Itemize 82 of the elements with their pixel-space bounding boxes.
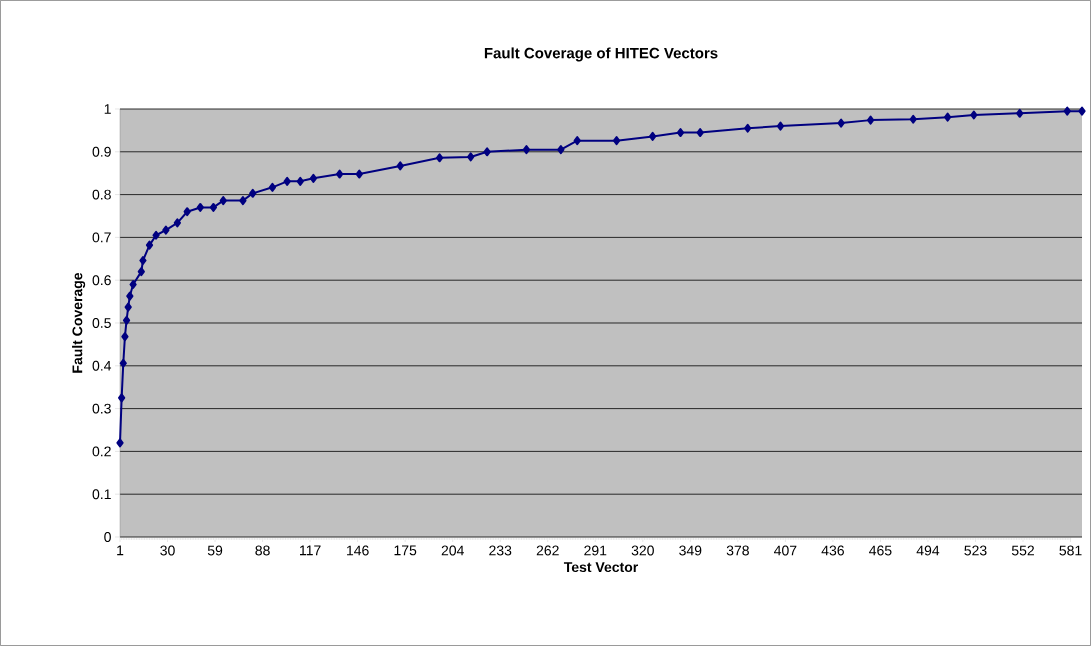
y-tick-label: 0.9 — [92, 146, 111, 157]
y-tick-label: 0.1 — [92, 489, 111, 500]
point — [522, 145, 531, 155]
point — [219, 196, 227, 206]
point — [1078, 106, 1086, 116]
x-tick-label: 175 — [394, 545, 417, 556]
y-tick-label: 0.3 — [92, 403, 111, 414]
x-tick-label: 523 — [964, 545, 987, 556]
point — [249, 188, 257, 198]
x-tick-label: 291 — [584, 545, 607, 556]
point — [296, 176, 304, 186]
point — [283, 176, 291, 186]
point — [116, 438, 124, 448]
point — [121, 332, 129, 342]
x-tick-label: 320 — [631, 545, 654, 556]
point — [676, 128, 685, 138]
point — [129, 279, 137, 289]
y-tick-label: 0.4 — [92, 360, 112, 371]
point — [557, 145, 565, 155]
point — [145, 240, 154, 250]
point — [396, 161, 404, 171]
y-tick-label: 0.6 — [92, 275, 111, 286]
point — [335, 169, 344, 179]
x-tick-label: 146 — [347, 545, 369, 556]
point — [1016, 108, 1024, 118]
chart-title: Fault Coverage of HITEC Vectors — [484, 47, 718, 62]
point — [122, 315, 131, 325]
point — [837, 118, 845, 128]
point — [162, 225, 170, 235]
x-tick-label: 59 — [207, 545, 223, 556]
point — [866, 115, 875, 125]
point — [970, 110, 978, 120]
x-tick-label: 581 — [1059, 545, 1082, 556]
point — [776, 121, 785, 131]
point — [139, 256, 147, 266]
x-tick-label: 436 — [821, 545, 844, 556]
point — [126, 291, 134, 301]
x-tick-label: 349 — [679, 545, 702, 556]
x-tick-label: 552 — [1011, 545, 1034, 556]
point — [483, 147, 491, 157]
x-tick-label: 378 — [726, 545, 749, 556]
x-tick-label: 262 — [536, 545, 559, 556]
x-tick-label: 233 — [489, 545, 512, 556]
y-tick-label: 1 — [104, 104, 111, 114]
y-tick-label: 0.8 — [92, 189, 111, 200]
point — [137, 267, 145, 277]
point — [467, 152, 475, 162]
x-axis-title: Test Vector — [563, 562, 639, 573]
y-tick-label: 0.2 — [92, 446, 111, 457]
x-tick-label: 204 — [441, 545, 464, 556]
point — [1063, 106, 1071, 116]
point — [268, 182, 277, 192]
point — [744, 123, 752, 133]
point — [649, 131, 657, 141]
x-tick-label: 1 — [117, 545, 124, 556]
point — [573, 136, 581, 146]
point — [944, 112, 952, 122]
x-tick-label: 407 — [774, 545, 797, 556]
y-axis-title: Fault Coverage — [72, 272, 86, 373]
x-tick-label: 494 — [916, 545, 940, 556]
x-tick-label: 465 — [869, 545, 892, 556]
x-tick-label: 117 — [300, 545, 321, 556]
y-tick-label: 0.5 — [92, 318, 111, 328]
x-tick-label: 30 — [160, 545, 175, 556]
point — [309, 173, 318, 183]
y-tick-label: 0.7 — [92, 232, 111, 243]
point — [909, 114, 917, 124]
point — [239, 196, 247, 206]
point — [118, 393, 126, 403]
point — [196, 202, 204, 212]
point — [152, 230, 160, 240]
point — [612, 136, 621, 146]
x-tick-label: 88 — [255, 545, 270, 556]
point — [183, 207, 191, 217]
point — [355, 169, 363, 179]
y-tick-label: 0 — [104, 532, 111, 542]
point — [124, 302, 132, 312]
point — [209, 202, 218, 212]
point — [119, 358, 127, 368]
point — [173, 218, 181, 228]
point — [435, 153, 444, 163]
point — [696, 128, 704, 138]
